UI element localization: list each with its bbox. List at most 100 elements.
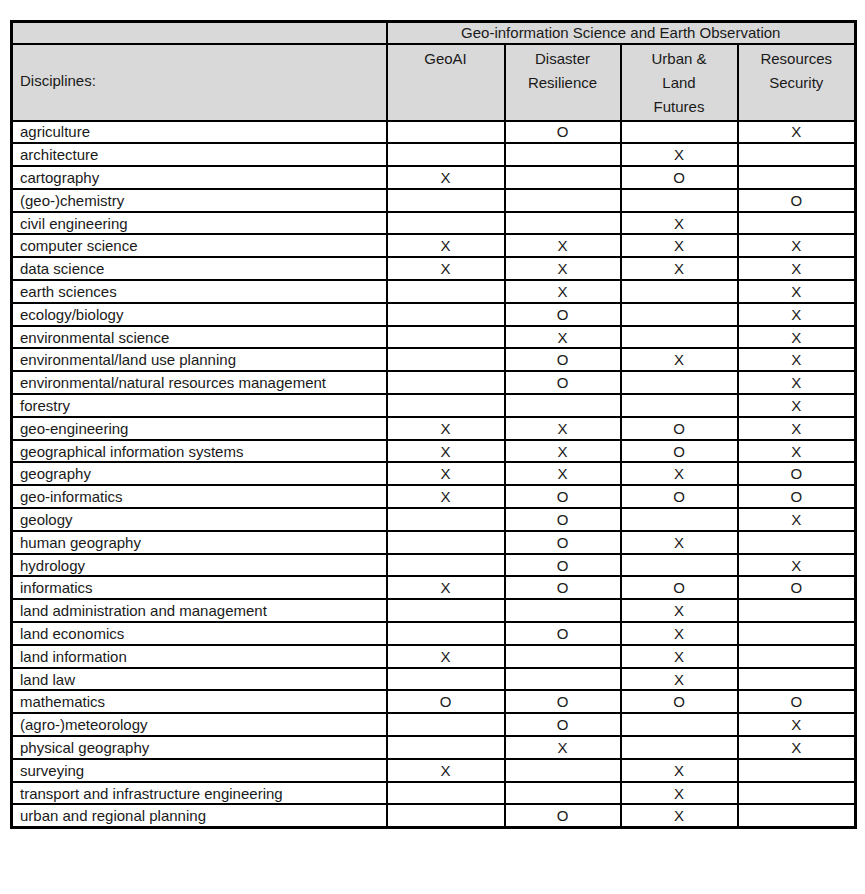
table-row: transport and infrastructure engineering… bbox=[12, 782, 856, 805]
empty-mark-cell bbox=[621, 326, 738, 349]
table-row: urban and regional planningOX bbox=[12, 804, 856, 827]
disciplines-matrix-table: Geo-information Science and Earth Observ… bbox=[10, 20, 857, 829]
table-row: geo-informaticsXOOO bbox=[12, 485, 856, 508]
mark-x-cell: X bbox=[387, 166, 505, 189]
mark-o-cell: O bbox=[505, 508, 621, 531]
group-header-cell: Geo-information Science and Earth Observ… bbox=[387, 22, 856, 44]
table-row: cartographyXO bbox=[12, 166, 856, 189]
table-row: civil engineeringX bbox=[12, 212, 856, 235]
corner-cell bbox=[12, 22, 387, 44]
empty-mark-cell bbox=[738, 212, 856, 235]
table-row: architecture X bbox=[12, 143, 856, 166]
mark-o-cell: O bbox=[387, 690, 505, 713]
mark-x-cell: X bbox=[387, 645, 505, 668]
empty-mark-cell bbox=[738, 645, 856, 668]
table-row: land economicsOX bbox=[12, 622, 856, 645]
mark-x-cell: X bbox=[621, 622, 738, 645]
mark-o-cell: O bbox=[738, 462, 856, 485]
mark-x-cell: X bbox=[505, 280, 621, 303]
empty-mark-cell bbox=[387, 782, 505, 805]
empty-mark-cell bbox=[387, 121, 505, 144]
mark-x-cell: X bbox=[505, 257, 621, 280]
column-header-geoai: GeoAI bbox=[387, 44, 505, 121]
table-header: Geo-information Science and Earth Observ… bbox=[12, 22, 856, 121]
mark-x-cell: X bbox=[738, 371, 856, 394]
mark-x-cell: X bbox=[505, 417, 621, 440]
mark-x-cell: X bbox=[387, 257, 505, 280]
discipline-cell: physical geography bbox=[12, 736, 387, 759]
empty-mark-cell bbox=[387, 554, 505, 577]
table-row: (geo-)chemistryO bbox=[12, 189, 856, 212]
mark-x-cell: X bbox=[738, 508, 856, 531]
mark-x-cell: X bbox=[387, 759, 505, 782]
mark-o-cell: O bbox=[505, 485, 621, 508]
mark-o-cell: O bbox=[738, 576, 856, 599]
discipline-cell: architecture bbox=[12, 143, 387, 166]
mark-o-cell: O bbox=[505, 713, 621, 736]
empty-mark-cell bbox=[387, 531, 505, 554]
table-row: informaticsXOOO bbox=[12, 576, 856, 599]
discipline-cell: land information bbox=[12, 645, 387, 668]
mark-x-cell: X bbox=[621, 234, 738, 257]
mark-x-cell: X bbox=[738, 234, 856, 257]
mark-x-cell: X bbox=[738, 417, 856, 440]
mark-o-cell: O bbox=[505, 554, 621, 577]
discipline-cell: hydrology bbox=[12, 554, 387, 577]
empty-mark-cell bbox=[505, 189, 621, 212]
mark-x-cell: X bbox=[738, 257, 856, 280]
mark-x-cell: X bbox=[387, 462, 505, 485]
mark-x-cell: X bbox=[738, 440, 856, 463]
discipline-cell: (geo-)chemistry bbox=[12, 189, 387, 212]
empty-mark-cell bbox=[621, 554, 738, 577]
discipline-cell: data science bbox=[12, 257, 387, 280]
discipline-cell: cartography bbox=[12, 166, 387, 189]
discipline-cell: environmental/natural resources manageme… bbox=[12, 371, 387, 394]
empty-mark-cell bbox=[387, 371, 505, 394]
empty-mark-cell bbox=[505, 166, 621, 189]
empty-mark-cell bbox=[387, 736, 505, 759]
empty-mark-cell bbox=[387, 143, 505, 166]
table-row: (agro-)meteorologyOX bbox=[12, 713, 856, 736]
table-row: environmental scienceXX bbox=[12, 326, 856, 349]
discipline-cell: human geography bbox=[12, 531, 387, 554]
empty-mark-cell bbox=[387, 326, 505, 349]
discipline-cell: geographical information systems bbox=[12, 440, 387, 463]
mark-x-cell: X bbox=[505, 234, 621, 257]
empty-mark-cell bbox=[738, 143, 856, 166]
mark-x-cell: X bbox=[738, 348, 856, 371]
empty-mark-cell bbox=[621, 394, 738, 417]
table-row: geographyXXXO bbox=[12, 462, 856, 485]
mark-x-cell: X bbox=[387, 440, 505, 463]
empty-mark-cell bbox=[505, 394, 621, 417]
mark-x-cell: X bbox=[621, 759, 738, 782]
empty-mark-cell bbox=[387, 189, 505, 212]
mark-x-cell: X bbox=[621, 782, 738, 805]
mark-o-cell: O bbox=[505, 303, 621, 326]
discipline-cell: agriculture bbox=[12, 121, 387, 144]
mark-o-cell: O bbox=[505, 531, 621, 554]
empty-mark-cell bbox=[387, 394, 505, 417]
discipline-cell: forestry bbox=[12, 394, 387, 417]
mark-o-cell: O bbox=[621, 440, 738, 463]
empty-mark-cell bbox=[738, 668, 856, 691]
empty-mark-cell bbox=[387, 622, 505, 645]
mark-o-cell: O bbox=[738, 485, 856, 508]
discipline-cell: informatics bbox=[12, 576, 387, 599]
mark-x-cell: X bbox=[621, 143, 738, 166]
page: Geo-information Science and Earth Observ… bbox=[0, 0, 865, 829]
empty-mark-cell bbox=[738, 782, 856, 805]
group-header-row: Geo-information Science and Earth Observ… bbox=[12, 22, 856, 44]
table-row: agricultureOX bbox=[12, 121, 856, 144]
mark-x-cell: X bbox=[387, 576, 505, 599]
table-row: data scienceXXXX bbox=[12, 257, 856, 280]
mark-x-cell: X bbox=[621, 804, 738, 827]
discipline-cell: (agro-)meteorology bbox=[12, 713, 387, 736]
table-row: hydrologyOX bbox=[12, 554, 856, 577]
empty-mark-cell bbox=[505, 599, 621, 622]
empty-mark-cell bbox=[387, 668, 505, 691]
empty-mark-cell bbox=[621, 303, 738, 326]
discipline-cell: ecology/biology bbox=[12, 303, 387, 326]
table-row: earth sciencesXX bbox=[12, 280, 856, 303]
mark-x-cell: X bbox=[738, 736, 856, 759]
discipline-cell: urban and regional planning bbox=[12, 804, 387, 827]
